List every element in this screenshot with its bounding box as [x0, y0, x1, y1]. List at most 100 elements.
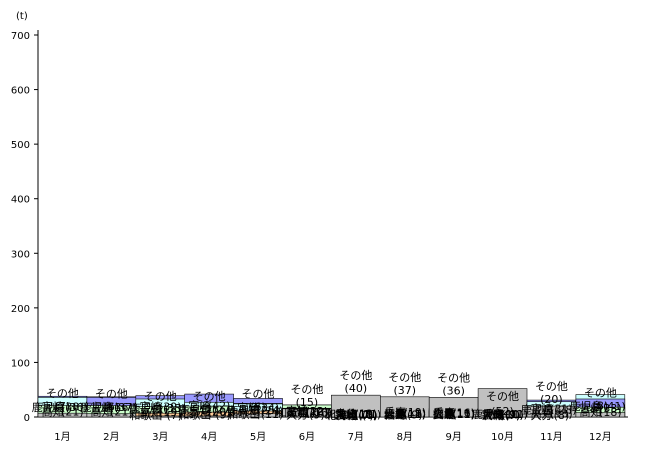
- segment-value-label: (13): [452, 407, 475, 420]
- x-tick-label: 7月: [348, 431, 364, 443]
- segment-value-label: (27): [212, 404, 235, 417]
- segment-value-label: (9): [505, 409, 521, 422]
- segment-name-label: その他: [437, 371, 470, 384]
- segment-name-label: 大分: [482, 407, 504, 421]
- segment-name-label: 鹿児島: [570, 399, 603, 413]
- segment-name-label: 広島: [433, 407, 455, 421]
- y-axis-label: (t): [16, 11, 28, 22]
- segment-value-label: (18): [599, 406, 622, 419]
- segment-name-label: その他: [290, 383, 323, 396]
- segment-name-label: 大分: [433, 406, 455, 420]
- segment-name-label: その他: [584, 387, 617, 400]
- segment-value-label: (7): [505, 409, 521, 422]
- segment-value-label: (20): [208, 406, 231, 419]
- y-tick-label: 700: [11, 31, 30, 42]
- segment-value-label: (13): [403, 407, 426, 420]
- x-tick-label: 2月: [103, 431, 119, 443]
- segment-name-label: 大分: [286, 408, 308, 422]
- segment-value-label: (11): [501, 408, 524, 421]
- segment-value-label: (10): [355, 408, 378, 421]
- segment-value-label: (13): [355, 407, 378, 420]
- x-tick-label: 5月: [250, 431, 266, 443]
- segment-name-label: 高知: [91, 404, 113, 418]
- segment-value-label: (41): [603, 400, 626, 413]
- segment-name-label: 兵庫: [433, 406, 455, 420]
- segment-value-label: (7): [55, 400, 71, 413]
- segment-value-label: (10): [501, 408, 524, 421]
- segment-value-label: (36): [442, 384, 465, 397]
- segment-name-label: 宮崎: [237, 401, 259, 415]
- segment-name-label: 鹿児島: [32, 400, 65, 414]
- segment-name-label: 鹿児島: [178, 403, 211, 417]
- segment-value-label: (8): [554, 409, 570, 422]
- segment-name-label: 高知: [188, 405, 210, 419]
- x-tick-label: 12月: [589, 431, 612, 443]
- chart-axes: 0 100 200 300 400 500 600 700: [11, 30, 628, 424]
- segment-name-label: 兵庫: [335, 407, 357, 421]
- segment-name-label: 福島: [384, 408, 406, 422]
- segment-name-label: 高知: [139, 405, 161, 419]
- segment-value-label: (37): [114, 401, 137, 414]
- segment-value-label: (16): [452, 407, 475, 420]
- x-tick-label: 8月: [397, 431, 413, 443]
- segment-name-label: 福島: [433, 406, 455, 420]
- bar-segment: [575, 412, 626, 418]
- x-tick-label: 9月: [445, 431, 461, 443]
- y-tick-label: 100: [11, 358, 30, 369]
- segment-value-label: (13): [550, 407, 573, 420]
- segment-name-label: 鹿児島: [227, 403, 260, 417]
- segment-value-label: (34): [257, 402, 280, 415]
- segment-value-label: (15): [296, 396, 319, 409]
- x-tick-label: 1月: [54, 431, 70, 443]
- segment-value-label: (7): [166, 409, 182, 422]
- segment-value-label: (38): [61, 401, 84, 414]
- segment-name-label: 和歌山: [178, 408, 211, 422]
- segment-value-label: (31): [550, 403, 573, 416]
- segment-name-label: 大分: [384, 407, 406, 421]
- segment-value-label: (2): [152, 403, 168, 416]
- y-tick-label: 600: [11, 86, 30, 97]
- segment-value-label: (24): [261, 404, 284, 417]
- segment-name-label: その他: [193, 390, 226, 403]
- x-tick-label: 6月: [299, 431, 315, 443]
- segment-value-label: (11): [261, 408, 284, 421]
- segment-value-label: (28): [554, 403, 577, 416]
- segment-name-label: 宮崎: [188, 399, 210, 413]
- segment-name-label: 宮崎: [91, 400, 113, 414]
- segment-name-label: 広島: [384, 406, 406, 420]
- y-tick-label: 300: [11, 249, 30, 260]
- segment-name-label: 鹿児島: [472, 407, 505, 421]
- segment-name-label: 和歌山: [130, 408, 163, 422]
- segment-value-label: (11): [355, 408, 378, 421]
- segment-name-label: 高知: [286, 404, 308, 418]
- y-tick-label: 0: [24, 413, 30, 424]
- segment-name-label: 宮崎: [139, 399, 161, 413]
- segment-name-label: 宮崎: [286, 404, 308, 418]
- segment-value-label: (6): [104, 401, 120, 414]
- segment-value-label: (21): [61, 405, 84, 418]
- x-tick-label: 10月: [491, 431, 514, 443]
- segment-value-label: (37): [393, 384, 416, 397]
- segment-name-label: その他: [388, 371, 421, 384]
- segment-value-label: (19): [159, 406, 182, 419]
- segment-name-label: 宮崎: [42, 400, 64, 414]
- segment-name-label: 兵庫: [384, 405, 406, 419]
- segment-value-label: (52): [491, 405, 514, 418]
- segment-value-label: (25): [257, 404, 280, 417]
- segment-value-label: (16): [310, 407, 333, 420]
- segment-value-label: (22): [306, 405, 329, 418]
- segment-name-label: 高知: [580, 405, 602, 419]
- segment-value-label: (20): [540, 393, 563, 406]
- segment-value-label: (40): [345, 382, 368, 395]
- segment-value-label: (9): [215, 409, 231, 422]
- segment-value-label: (9): [309, 409, 325, 422]
- y-tick-label: 500: [11, 140, 30, 151]
- segment-name-label: 宮崎: [531, 402, 553, 416]
- segment-name-label: 宮崎: [335, 407, 357, 421]
- segment-value-label: (33): [599, 402, 622, 415]
- segment-name-label: 鹿児島: [81, 400, 114, 414]
- segment-value-label: (8): [593, 400, 609, 413]
- segment-name-label: 茨城: [482, 408, 504, 422]
- segment-name-label: その他: [95, 388, 128, 401]
